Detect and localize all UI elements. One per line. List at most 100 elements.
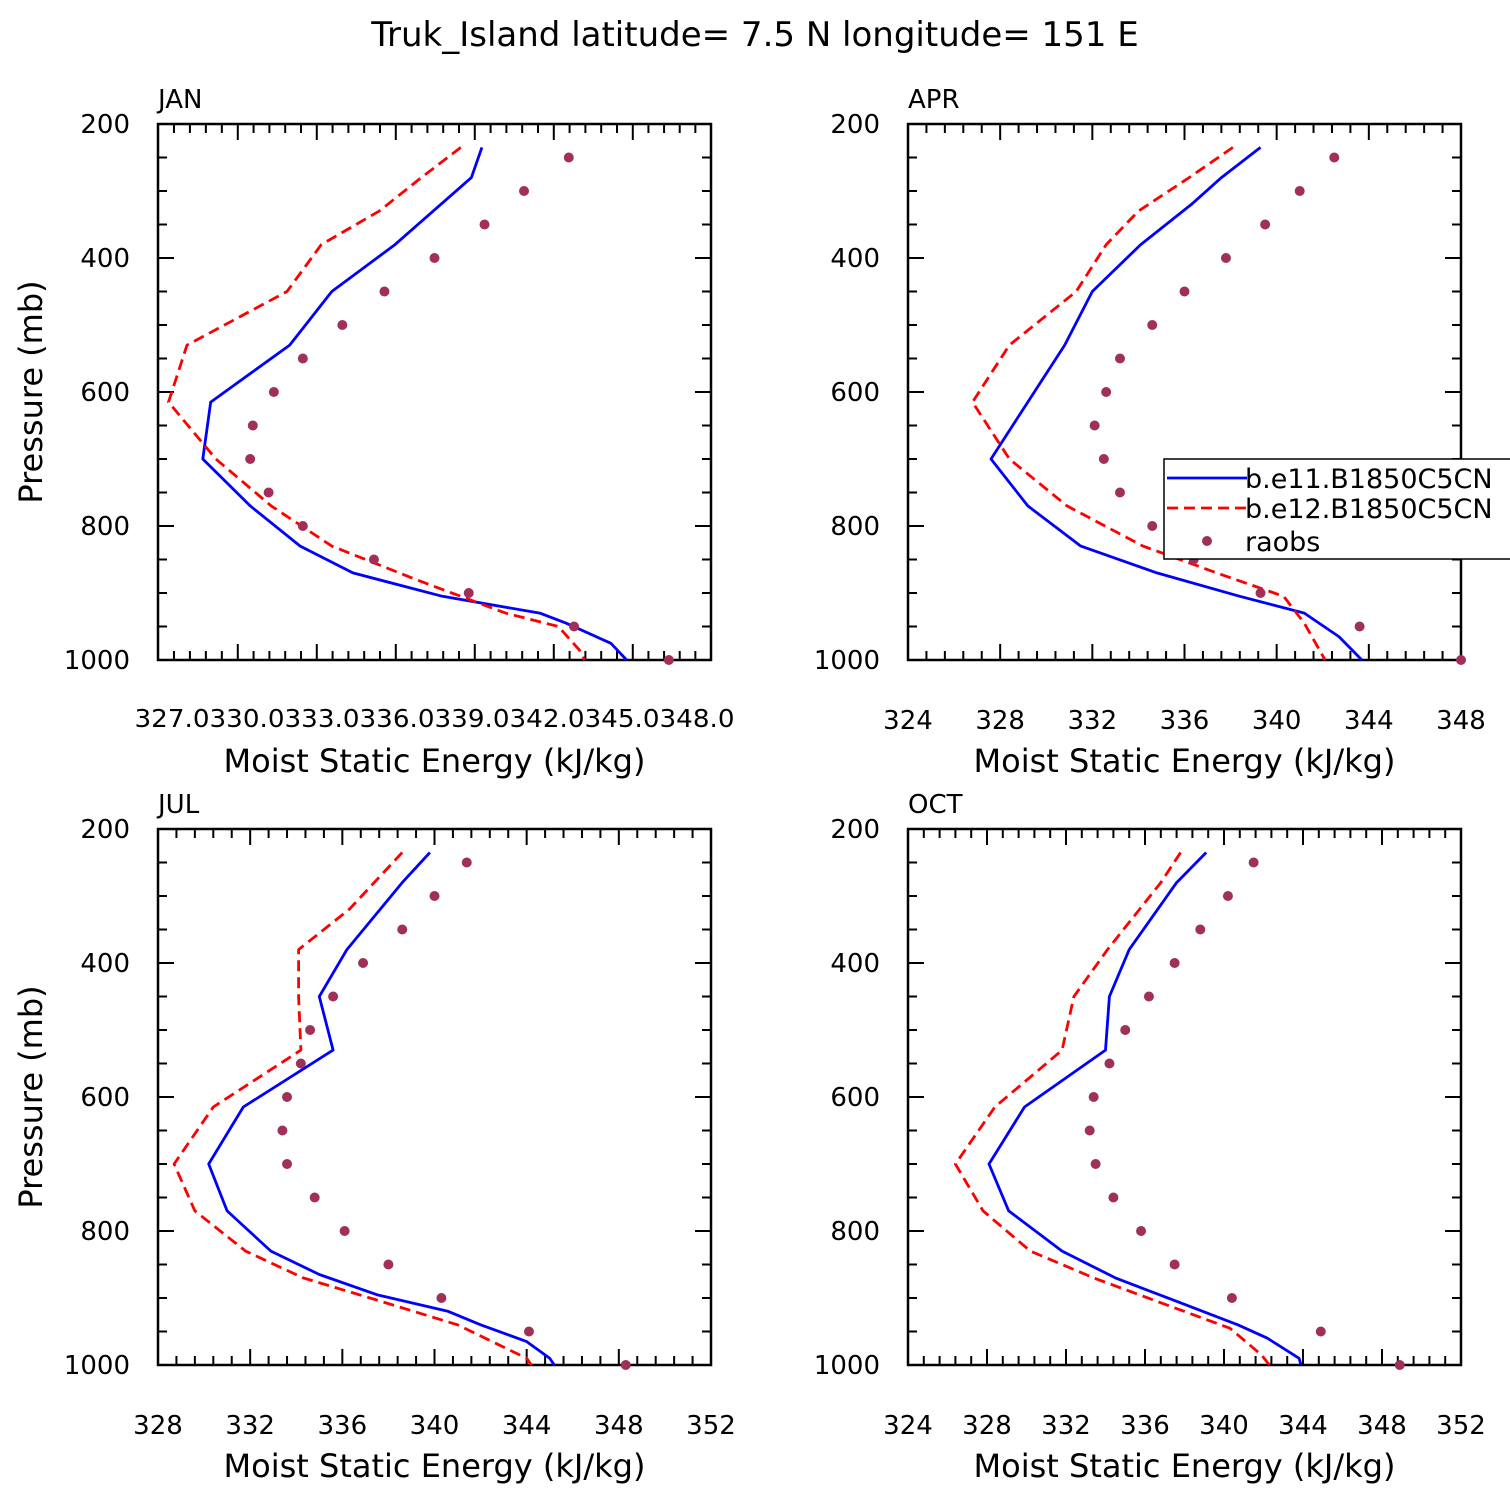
- raobs-point: [397, 924, 408, 935]
- raobs-point: [1222, 891, 1233, 901]
- series-line-b-e11: [987, 851, 1303, 1366]
- x-tick-label: 344: [1344, 706, 1394, 736]
- data-series: [172, 851, 631, 1370]
- x-axis-title: Moist Static Energy (kJ/kg): [974, 1447, 1396, 1485]
- raobs-point: [268, 387, 279, 397]
- y-tick-label: 600: [80, 378, 130, 408]
- y-tick-label: 800: [80, 1217, 130, 1247]
- series-line-b-e11: [989, 146, 1363, 661]
- raobs-point: [1354, 621, 1365, 632]
- x-tick-label: 332: [1068, 706, 1118, 736]
- raobs-point: [1195, 924, 1206, 935]
- panels: JAN2004006008001000327.0330.0333.0336.03…: [12, 85, 1510, 1485]
- x-tick-label: 348: [1357, 1411, 1407, 1441]
- raobs-point: [245, 454, 256, 464]
- raobs-point: [1136, 1226, 1147, 1236]
- x-tick-label: 336: [1160, 706, 1210, 736]
- raobs-point: [1294, 186, 1305, 196]
- y-axis-title: Pressure (mb): [12, 280, 50, 503]
- y-tick-label: 200: [80, 815, 130, 845]
- data-series: [167, 146, 674, 665]
- y-tick-label: 1000: [814, 646, 880, 676]
- y-tick-label: 1000: [64, 646, 130, 676]
- raobs-point: [297, 521, 308, 531]
- raobs-point: [1248, 857, 1259, 868]
- raobs-point: [379, 286, 390, 297]
- raobs-point: [1090, 1159, 1101, 1169]
- y-tick-label: 1000: [814, 1351, 880, 1381]
- x-tick-label: 324: [883, 706, 933, 736]
- x-tick-label: 328: [133, 1411, 183, 1441]
- raobs-point: [1104, 1058, 1115, 1069]
- x-tick-label: 344: [502, 1411, 552, 1441]
- data-series: [971, 146, 1466, 665]
- x-tick-label: 336: [1120, 1411, 1170, 1441]
- x-tick-label: 332: [225, 1411, 275, 1441]
- raobs-point: [263, 487, 274, 498]
- raobs-point: [563, 152, 574, 163]
- raobs-point: [247, 420, 258, 431]
- raobs-point: [383, 1259, 394, 1270]
- raobs-point: [339, 1226, 350, 1236]
- tick-marks: [907, 123, 1462, 661]
- figure-title: Truk_Island latitude= 7.5 N longitude= 1…: [370, 15, 1139, 55]
- raobs-point: [461, 857, 472, 868]
- y-tick-label: 800: [830, 512, 880, 542]
- raobs-point: [1169, 1259, 1180, 1270]
- legend-label: b.e11.B1850C5CN: [1245, 464, 1493, 495]
- panel-jan: JAN 200 400 600 800 1000327.0330.0333.0336.03…: [12, 85, 735, 780]
- tick-marks: [157, 123, 712, 661]
- raobs-point: [282, 1159, 293, 1169]
- legend-swatch-dot: [1202, 536, 1212, 546]
- plot-frame: [156, 827, 713, 1367]
- raobs-point: [277, 1125, 288, 1136]
- raobs-point: [358, 958, 369, 968]
- raobs-point: [1114, 487, 1125, 498]
- raobs-point: [1169, 958, 1180, 968]
- legend-label: b.e12.B1850C5CN: [1245, 494, 1493, 525]
- raobs-point: [429, 253, 440, 263]
- y-tick-label: 600: [80, 1083, 130, 1113]
- x-tick-label: 352: [1436, 1411, 1486, 1441]
- raobs-point: [1084, 1125, 1095, 1136]
- x-tick-label: 340: [1252, 706, 1302, 736]
- y-tick-label: 200: [830, 815, 880, 845]
- raobs-point: [305, 1025, 316, 1035]
- x-axis-title: Moist Static Energy (kJ/kg): [974, 742, 1396, 780]
- raobs-point: [282, 1092, 293, 1102]
- x-tick-label: 348: [1436, 706, 1486, 736]
- y-tick-label: 600: [830, 378, 880, 408]
- x-tick-label: 336: [318, 1411, 368, 1441]
- raobs-point: [1114, 353, 1125, 364]
- x-tick-label: 344: [1278, 1411, 1328, 1441]
- y-tick-label: 400: [80, 949, 130, 979]
- series-line-b-e12: [954, 851, 1271, 1366]
- raobs-point: [1088, 1092, 1099, 1102]
- raobs-point: [1260, 219, 1271, 230]
- x-tick-label: 328: [975, 706, 1025, 736]
- y-axis-title: Pressure (mb): [12, 985, 50, 1208]
- x-tick-label: 324: [883, 1411, 933, 1441]
- x-axis-title: Moist Static Energy (kJ/kg): [224, 742, 646, 780]
- series-line-b-e12: [172, 851, 533, 1366]
- raobs-point: [1143, 991, 1154, 1002]
- raobs-point: [479, 219, 490, 230]
- raobs-point: [463, 588, 474, 598]
- raobs-point: [1089, 420, 1100, 431]
- raobs-point: [519, 186, 530, 196]
- raobs-point: [309, 1192, 320, 1203]
- raobs-point: [1394, 1360, 1405, 1370]
- series-line-b-e11: [201, 146, 628, 661]
- series-line-b-e12: [971, 146, 1327, 661]
- y-tick-label: 800: [80, 512, 130, 542]
- raobs-point: [663, 655, 674, 665]
- y-tick-label: 200: [830, 110, 880, 140]
- raobs-point: [1255, 588, 1266, 598]
- legend-label: raobs: [1245, 527, 1320, 558]
- raobs-point: [368, 554, 379, 565]
- raobs-point: [1456, 655, 1466, 665]
- raobs-point: [1220, 253, 1231, 263]
